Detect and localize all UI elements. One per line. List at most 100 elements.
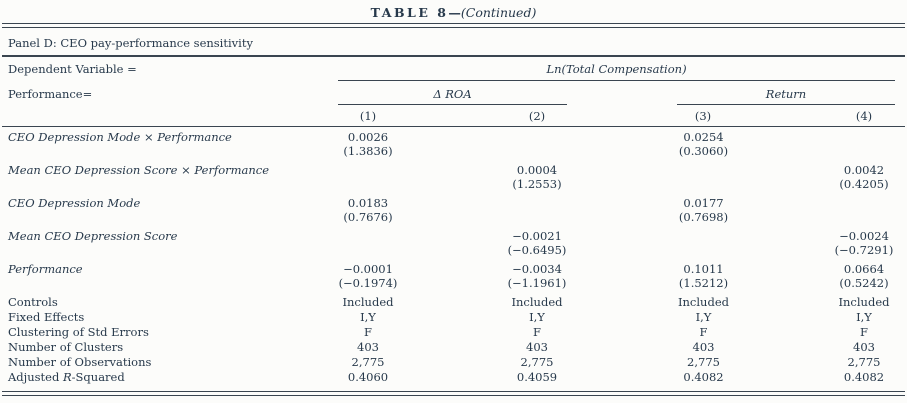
group-header-return: Return	[765, 86, 807, 101]
t-stat-cell	[786, 210, 907, 229]
group-delta-roa-rule	[338, 103, 567, 105]
coef-value-cell: 0.0183	[347, 196, 389, 210]
coefficient-row: Performance −0.0001 −0.0034 0.1011 0.066…	[0, 262, 907, 276]
stat-value-cell: I,Y	[695, 310, 712, 324]
dependent-variable-value: Ln(Total Compensation)	[546, 61, 687, 76]
coef-value-cell	[786, 130, 907, 144]
stat-value-cell: Included	[677, 295, 729, 309]
coefficient-row: Mean CEO Depression Score −0.0021 −0.002…	[0, 229, 907, 243]
stat-value-cell: 403	[357, 340, 379, 354]
column-header: Dependent Variable = Ln(Total Compensati…	[0, 57, 907, 126]
stat-value-cell: 0.4060	[347, 370, 389, 384]
coef-value-cell: −0.0034	[512, 262, 562, 276]
coef-value-cell	[621, 229, 786, 243]
stat-row-controls: Controls Included Included Included Incl…	[0, 295, 907, 310]
stat-value-cell: Included	[342, 295, 394, 309]
coefficient-row: CEO Depression Mode × Performance 0.0026…	[0, 130, 907, 144]
t-stat-row: (−0.1974) (−1.1961) (1.5212) (0.5242)	[0, 276, 907, 295]
t-stat-row: (−0.6495) (−0.7291)	[0, 243, 907, 262]
coef-value-cell	[453, 196, 621, 210]
stat-value-cell: F	[860, 325, 868, 339]
dependent-variable-spanner-rule	[338, 79, 895, 81]
row-label: Number of Observations	[8, 355, 152, 369]
coefficient-row: CEO Depression Mode 0.0183 0.0177	[0, 196, 907, 210]
dependent-variable-label: Dependent Variable =	[8, 61, 137, 76]
row-label: CEO Depression Mode × Performance	[8, 130, 232, 144]
t-stat-cell	[453, 144, 621, 163]
stat-row-clustering: Clustering of Std Errors F F F F	[0, 325, 907, 340]
t-stat-cell	[621, 243, 786, 262]
stat-value-cell: Included	[838, 295, 890, 309]
coef-value-cell: 0.0042	[843, 163, 885, 177]
stat-value-cell: 2,775	[687, 355, 720, 369]
table-title-continued: (Continued)	[460, 5, 537, 20]
coef-value-cell: −0.0001	[343, 262, 393, 276]
coef-value-cell: −0.0024	[839, 229, 889, 243]
row-label: Number of Clusters	[8, 340, 124, 354]
t-stat-cell	[786, 144, 907, 163]
t-stat-cell: (−0.7291)	[834, 243, 894, 257]
stat-value-cell: F	[533, 325, 541, 339]
stat-value-cell: F	[364, 325, 372, 339]
t-stat-cell: (1.2553)	[512, 177, 562, 191]
column-number-1: (1)	[359, 108, 377, 123]
t-stat-cell: (−0.1974)	[338, 276, 398, 290]
coef-value-cell: −0.0021	[512, 229, 562, 243]
stat-value-cell: I,Y	[529, 310, 545, 324]
row-label: Controls	[8, 295, 58, 309]
stat-value-cell: 2,775	[520, 355, 554, 369]
row-label: Clustering of Std Errors	[8, 325, 149, 339]
stat-value-cell: 2,775	[847, 355, 881, 369]
stat-row-observations: Number of Observations 2,775 2,775 2,775…	[0, 355, 907, 370]
t-stat-cell: (1.5212)	[678, 276, 729, 290]
stat-value-cell: 0.4082	[683, 370, 724, 384]
t-stat-cell: (1.3836)	[343, 144, 393, 158]
coef-value-cell	[283, 229, 453, 243]
stat-value-cell: 403	[853, 340, 875, 354]
t-stat-cell: (0.4205)	[839, 177, 889, 191]
t-stat-cell: (0.7698)	[678, 210, 729, 224]
stat-value-cell: 0.4059	[516, 370, 558, 384]
coef-value-cell: 0.0254	[683, 130, 724, 144]
t-stat-cell: (−0.6495)	[507, 243, 567, 257]
coef-value-cell: 0.1011	[683, 262, 724, 276]
coef-value-cell	[786, 196, 907, 210]
panel-title: Panel D: CEO pay-performance sensitivity	[8, 36, 253, 50]
coefficient-row: Mean CEO Depression Score × Performance …	[0, 163, 907, 177]
coef-value-cell	[283, 163, 453, 177]
column-number-4: (4)	[855, 108, 873, 123]
coef-value-cell: 0.0177	[683, 196, 724, 210]
group-header-delta-roa: Δ ROA	[433, 86, 472, 101]
row-label: CEO Depression Mode	[8, 196, 141, 210]
row-label: Performance	[8, 262, 83, 276]
t-stat-cell	[621, 177, 786, 196]
stat-row-fixed-effects: Fixed Effects I,Y I,Y I,Y I,Y	[0, 310, 907, 325]
row-label: Mean CEO Depression Score	[8, 229, 178, 243]
t-stat-cell	[453, 210, 621, 229]
t-stat-cell: (0.7676)	[343, 210, 393, 224]
t-stat-cell	[283, 243, 453, 262]
stat-value-cell: Included	[511, 295, 563, 309]
stat-value-cell: 403	[692, 340, 715, 354]
table-title: TABLE 8—(Continued)	[0, 0, 907, 23]
performance-label: Performance=	[8, 86, 93, 101]
coef-value-cell: 0.0026	[347, 130, 389, 144]
row-label-empty	[0, 276, 283, 295]
row-label: Fixed Effects	[8, 310, 85, 324]
stat-value-cell: 0.4082	[843, 370, 885, 384]
coef-value-cell	[453, 130, 621, 144]
stat-value-cell: 403	[526, 340, 548, 354]
group-return-rule	[677, 103, 895, 105]
regression-table: CEO Depression Mode × Performance 0.0026…	[0, 130, 907, 385]
stat-value-cell: I,Y	[360, 310, 376, 324]
stat-value-cell: I,Y	[856, 310, 872, 324]
adjusted-label-prefix: Adjusted	[8, 370, 63, 384]
row-label-empty	[0, 144, 283, 163]
t-stat-row: (1.2553) (0.4205)	[0, 177, 907, 196]
column-number-3: (3)	[694, 108, 712, 123]
row-label-empty	[0, 210, 283, 229]
t-stat-cell: (−1.1961)	[507, 276, 567, 290]
coef-value-cell: 0.0004	[516, 163, 558, 177]
t-stat-cell	[283, 177, 453, 196]
t-stat-row: (1.3836) (0.3060)	[0, 144, 907, 163]
